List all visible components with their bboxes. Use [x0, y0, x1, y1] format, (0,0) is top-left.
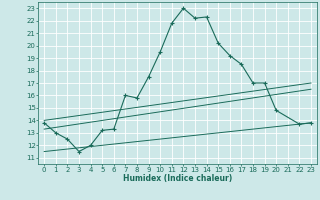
X-axis label: Humidex (Indice chaleur): Humidex (Indice chaleur)	[123, 174, 232, 183]
